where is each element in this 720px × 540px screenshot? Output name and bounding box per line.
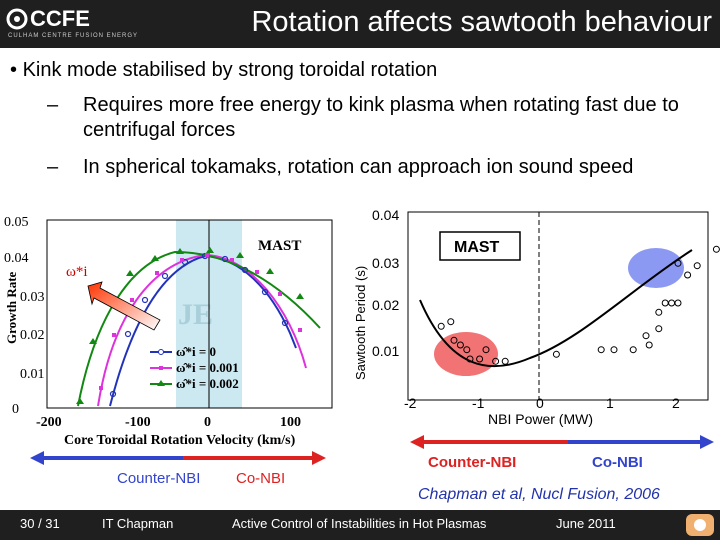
xtick: 2: [672, 395, 680, 411]
magenta-markers: [99, 253, 302, 390]
legend-item-3: ω̂*i = 0.002: [176, 376, 239, 391]
growth-rate-plot: JE 0.05 0.04 0.03 0.02 0.01 0 -200 -100 …: [4, 215, 333, 448]
omega-arrow: [87, 281, 161, 331]
dash-marker: –: [47, 156, 59, 178]
data-point: [655, 325, 663, 333]
right-direction-arrow: [410, 435, 714, 449]
y-axis-label: Growth Rate: [4, 271, 19, 344]
ccfe-logo: CCFE CULHAM CENTRE FUSION ENERGY: [6, 6, 137, 44]
logo-text: CCFE: [30, 6, 90, 31]
je-label: JE: [178, 298, 213, 331]
sub-bullet-2-text: In spherical tokamaks, rotation can appr…: [83, 156, 634, 178]
logo-subtext: CULHAM CENTRE FUSION ENERGY: [8, 33, 139, 39]
plot-frame: [46, 219, 333, 409]
data-point: [693, 262, 701, 270]
ytick: 0.02: [20, 328, 45, 343]
ytick: 0.04: [4, 251, 29, 266]
bullet-marker: •: [10, 59, 18, 81]
xtick: -2: [404, 395, 417, 411]
mast-label-left: MAST: [258, 238, 301, 254]
ytick: 0.03: [20, 290, 45, 305]
data-point: [645, 341, 653, 349]
page-number: 30 / 31: [20, 516, 60, 531]
data-point: [447, 318, 455, 326]
sub-bullet-1-text: Requires more free energy to kink plasma…: [83, 94, 679, 141]
legend-item-2: ω̂*i = 0.001: [176, 360, 239, 375]
x-axis-label: NBI Power (MW): [488, 411, 593, 427]
counter-nbi-label-left: Counter-NBI: [117, 470, 201, 487]
data-point: [610, 346, 618, 354]
data-point: [642, 332, 650, 340]
data-point: [492, 357, 500, 365]
data-point: [629, 346, 637, 354]
legend-item-1: ω̂*i = 0: [176, 344, 216, 359]
ccfe-logo-icon: [6, 8, 28, 30]
x-axis-label: Core Toroidal Rotation Velocity (km/s): [64, 433, 296, 448]
slide-header: CCFE CULHAM CENTRE FUSION ENERGY Rotatio…: [0, 0, 720, 48]
data-point: [668, 299, 676, 307]
counter-nbi-label-right: Counter-NBI: [428, 454, 517, 471]
data-point: [655, 308, 663, 316]
ytick: 0.01: [20, 367, 45, 382]
xtick: -200: [36, 415, 62, 430]
data-point: [437, 322, 445, 330]
data-point: [466, 355, 474, 363]
data-point: [712, 245, 720, 253]
data-point: [552, 350, 560, 358]
xtick: -1: [472, 395, 485, 411]
footer-talk-title: Active Control of Instabilities in Hot P…: [232, 516, 487, 531]
data-point: [476, 355, 484, 363]
left-direction-arrow: [30, 451, 326, 465]
sub-bullet-1: – Requires more free energy to kink plas…: [47, 93, 715, 143]
data-point: [456, 341, 464, 349]
ytick: 0.03: [372, 255, 399, 271]
ytick: 0: [12, 402, 19, 417]
data-point: [674, 299, 682, 307]
data-point: [661, 299, 669, 307]
bullet-1-text: Kink mode stabilised by strong toroidal …: [22, 59, 438, 81]
ccfe-small-logo-icon: [686, 514, 714, 536]
data-point: [482, 346, 490, 354]
bullet-1: • Kink mode stabilised by strong toroida…: [10, 58, 437, 83]
dash-marker: –: [47, 94, 59, 116]
mast-label-right: MAST: [454, 239, 500, 256]
citation: Chapman et al, Nucl Fusion, 2006: [418, 486, 660, 503]
data-point: [597, 346, 605, 354]
xtick: 0: [204, 415, 211, 430]
data-point: [463, 346, 471, 354]
xtick: -100: [125, 415, 151, 430]
footer-date: June 2011: [556, 516, 616, 531]
slide-footer: 30 / 31 IT Chapman Active Control of Ins…: [0, 510, 720, 540]
ytick: 0.02: [372, 297, 399, 313]
slide-title: Rotation affects sawtooth behaviour: [251, 6, 712, 38]
data-point: [501, 357, 509, 365]
co-nbi-label-left: Co-NBI: [236, 470, 286, 487]
trend-line: [419, 249, 693, 368]
plot-frame: [407, 211, 709, 401]
footer-author: IT Chapman: [102, 516, 174, 531]
ytick: 0.05: [4, 215, 29, 230]
sub-bullet-2: – In spherical tokamaks, rotation can ap…: [47, 155, 715, 180]
sawtooth-period-plot: 0.04 0.03 0.02 0.01 -2 -1 0 1 2 NBI Powe…: [353, 207, 720, 427]
data-points: [437, 245, 720, 365]
legend: ω̂*i = 0 ω̂*i = 0.001 ω̂*i = 0.002: [150, 344, 239, 391]
data-point: [684, 271, 692, 279]
ytick: 0.01: [372, 343, 399, 359]
xtick: 100: [280, 415, 301, 430]
mast-label-box: [439, 231, 521, 261]
omega-label: ω*i: [66, 264, 88, 280]
curve-green: [77, 250, 321, 407]
co-nbi-label-right: Co-NBI: [592, 454, 643, 471]
counter-nbi-cluster: [434, 332, 498, 376]
ytick: 0.04: [372, 207, 399, 223]
data-point: [674, 259, 682, 267]
xtick: 0: [536, 395, 544, 411]
co-nbi-cluster: [628, 248, 684, 288]
xtick: 1: [606, 395, 614, 411]
data-point: [450, 336, 458, 344]
y-axis-label: Sawtooth Period (s): [353, 266, 368, 380]
